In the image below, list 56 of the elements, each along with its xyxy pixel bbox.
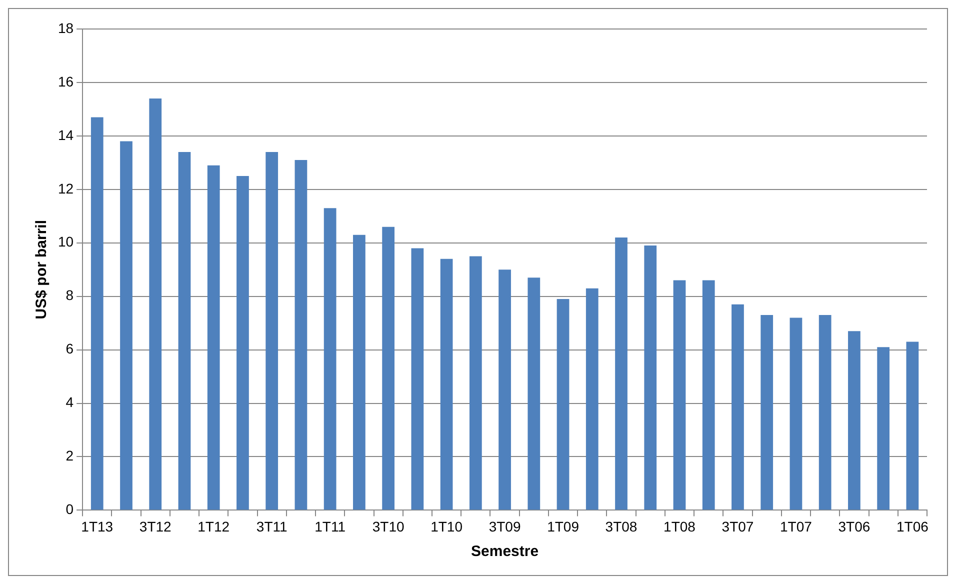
bar xyxy=(207,165,220,510)
bar xyxy=(702,280,715,510)
bar xyxy=(324,208,336,510)
x-tick-label: 3T11 xyxy=(256,518,288,534)
x-tick-label: 1T10 xyxy=(430,518,463,534)
x-tick-label: 1T12 xyxy=(198,518,230,534)
y-tick-label: 6 xyxy=(66,340,74,357)
y-tick-label: 14 xyxy=(58,126,74,143)
y-tick-label: 12 xyxy=(58,180,74,196)
bar xyxy=(178,152,191,510)
y-tick-label: 16 xyxy=(58,73,74,90)
x-tick-label: 1T13 xyxy=(81,518,114,534)
bar xyxy=(90,117,104,510)
bar xyxy=(556,299,570,510)
bar xyxy=(732,304,744,510)
bar xyxy=(615,238,628,510)
bar xyxy=(353,234,366,510)
x-tick-label: 3T06 xyxy=(838,518,870,534)
bar xyxy=(877,347,890,510)
bar xyxy=(673,280,686,510)
bar xyxy=(906,342,919,510)
bar xyxy=(469,256,482,510)
x-tick-label: 3T09 xyxy=(488,518,521,534)
bar xyxy=(236,176,249,510)
bar xyxy=(818,315,832,510)
bar xyxy=(528,278,540,510)
bar xyxy=(382,226,394,510)
bar xyxy=(790,318,802,510)
bar xyxy=(440,258,453,510)
y-axis-title: US$ por barril xyxy=(33,220,50,320)
bar xyxy=(149,98,162,510)
y-tick-label: 0 xyxy=(66,501,74,518)
bar xyxy=(498,270,511,510)
x-tick-label: 1T11 xyxy=(314,518,346,534)
x-axis-title: Semestre xyxy=(471,543,539,560)
x-tick-label: 3T08 xyxy=(605,518,638,534)
y-tick-label: 8 xyxy=(66,287,74,304)
y-tick-label: 4 xyxy=(66,394,74,410)
bar xyxy=(586,288,598,510)
bar xyxy=(760,315,774,510)
y-tick-label: 18 xyxy=(58,20,74,36)
bar xyxy=(266,152,278,510)
bar xyxy=(120,141,132,510)
x-tick-label: 1T07 xyxy=(780,518,812,534)
y-tick-label: 10 xyxy=(58,234,74,250)
x-tick-label: 3T12 xyxy=(139,518,172,534)
x-tick-label: 1T09 xyxy=(547,518,580,534)
x-tick-label: 3T10 xyxy=(372,518,404,534)
bar xyxy=(294,160,308,510)
x-tick-label: 1T08 xyxy=(664,518,696,534)
y-tick-label: 2 xyxy=(66,448,74,464)
bar xyxy=(644,246,657,510)
x-tick-label: 3T07 xyxy=(722,518,754,534)
x-tick-label: 1T06 xyxy=(896,518,929,534)
bar xyxy=(411,248,424,510)
bar xyxy=(848,331,860,510)
